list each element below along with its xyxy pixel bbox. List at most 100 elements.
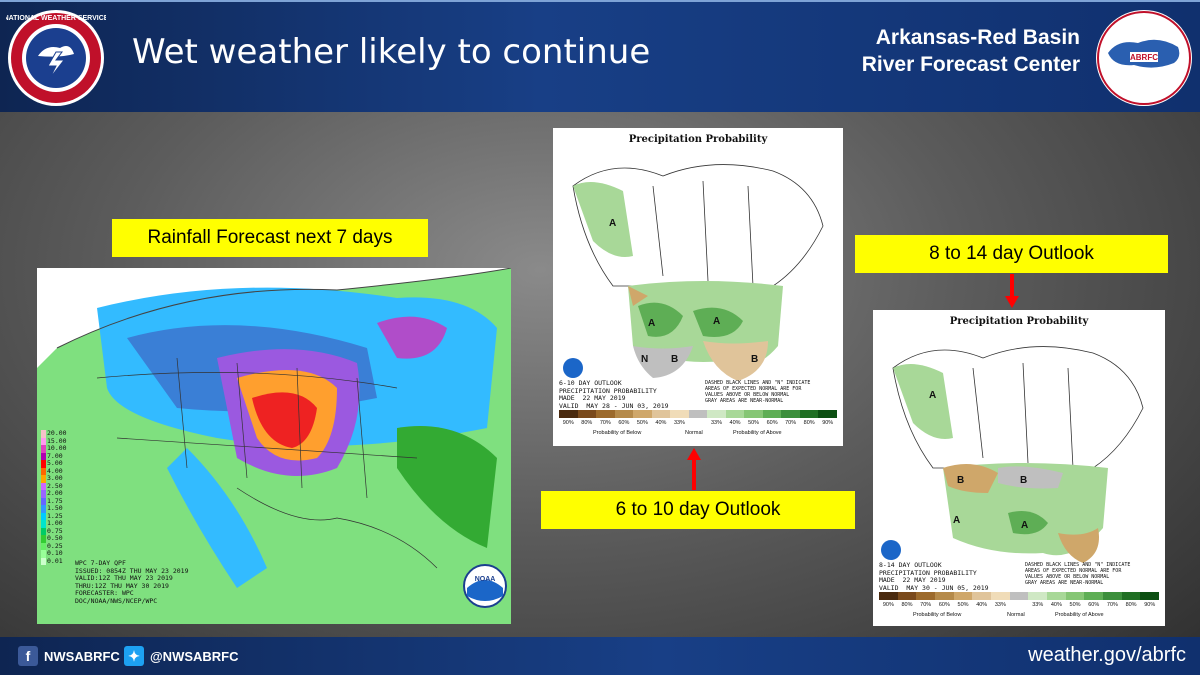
rainfall-key-value: 1.75 [47,496,63,505]
legend-swatch [897,592,917,600]
legend-swatch [991,592,1010,600]
rainfall-key-swatch [41,550,46,558]
noaa-logo: NOAA [463,564,507,608]
rainfall-key-value: 7.00 [47,451,63,460]
rainfall-key-entry: 4.00 [41,467,71,475]
rainfall-key-entry: 20.00 [41,429,71,438]
map-letter-5: A [1021,520,1028,531]
rainfall-key: 20.00 15.00 10.00 7.00 5.00 4.00 3.00 2.50 2.00 1… [41,429,71,565]
legend-tick: 33% [994,602,1006,608]
outlook-8-14-ticks: 90% 80% 70% 60% 50% 40% 33% 33% 40% 50% 60% 70% 80% 9… [879,602,1159,608]
legend-tick: 70% [1106,602,1118,608]
outlook-6-10-legend [559,410,837,418]
rainfall-key-entry: 1.75 [41,496,71,505]
legend-swatch [1047,592,1066,600]
rainfall-key-swatch [41,437,46,445]
legend-tick: 60% [938,602,950,608]
legend-swatch [1121,592,1141,600]
outlook-6-10-title: Precipitation Probability [628,134,768,145]
rainfall-key-swatch [41,490,46,498]
legend-tick: 50% [636,420,648,426]
legend-tick: 40% [1050,602,1062,608]
map-letter-6: B [751,354,758,365]
legend-tick: 70% [785,420,797,426]
legend-tick: 90% [882,602,894,608]
header-banner: NATIONAL WEATHER SERVICE Wet weather lik… [0,0,1200,112]
noaa-logo-small [881,540,901,560]
legend-swatch [688,410,708,418]
legend-tick: 50% [748,420,760,426]
legend-tick: 33% [673,420,685,426]
legend-swatch [879,592,898,600]
legend-tick: 40% [976,602,988,608]
arrow-down-icon [1005,274,1019,308]
rainfall-key-swatch [41,475,46,483]
rainfall-key-value: 2.00 [47,489,63,497]
map-letter-5: A [713,316,720,327]
footer-banner: f NWSABRFC ✦ @NWSABRFC weather.gov/abrfc [0,637,1200,675]
outlook-6-10-map-image: A A N B A B [563,164,824,381]
rainfall-key-value: 0.75 [47,526,63,535]
rainfall-forecast-map: 20.00 15.00 10.00 7.00 5.00 4.00 3.00 2.50 2.00 1… [37,268,511,624]
facebook-handle: NWSABRFC [44,648,120,664]
legend-tick: 33% [711,420,723,426]
map-letter-1: A [609,218,616,229]
legend-swatch [1028,592,1048,600]
rainfall-key-entry: 1.25 [41,512,71,520]
rainfall-key-swatch [41,467,46,475]
rainfall-key-value: 0.10 [47,549,63,557]
outlook-6-10-label: 6 to 10 day Outlook [541,491,855,529]
rainfall-key-entry: 0.01 [41,557,71,565]
rainfall-key-entry: 0.10 [41,549,71,558]
facebook-icon: f [18,646,38,666]
rainfall-key-entry: 0.50 [41,534,71,543]
rainfall-key-swatch [41,497,46,505]
website-link[interactable]: weather.gov/abrfc [1028,644,1186,666]
outlook-8-14-label: 8 to 14 day Outlook [855,235,1168,273]
facebook-link[interactable]: f NWSABRFC [18,646,120,666]
rainfall-key-value: 0.50 [47,534,63,542]
rainfall-key-value: 5.00 [47,459,63,467]
outlook-8-14-below-label: Probability of Below [913,612,962,618]
rainfall-key-swatch [41,452,46,460]
rainfall-key-entry: 7.00 [41,451,71,460]
rainfall-key-swatch [41,512,46,520]
legend-tick: 40% [655,420,667,426]
legend-swatch [799,410,819,418]
legend-swatch [707,410,726,418]
legend-swatch [916,592,936,600]
rainfall-key-entry: 2.00 [41,489,71,498]
map-letter-2: A [648,318,655,329]
legend-swatch [651,410,671,418]
legend-swatch [1084,592,1104,600]
rainfall-key-swatch [41,505,46,513]
outlook-6-10-below-label: Probability of Below [593,430,642,436]
abrfc-logo: ABRFC [1096,10,1192,106]
legend-tick [689,420,708,426]
rainfall-key-value: 2.50 [47,481,63,490]
rainfall-caption: WPC 7-DAY QPF ISSUED: 0854Z THU MAY 23 2… [75,559,189,605]
twitter-link[interactable]: ✦ @NWSABRFC [124,646,239,666]
outlook-6-10-note: DASHED BLACK LINES AND "N" INDICATE AREA… [705,380,811,404]
legend-tick: 80% [803,420,815,426]
legend-swatch [1103,592,1122,600]
rainfall-key-entry: 1.50 [41,504,71,513]
outlook-6-10-caption: 6-10 DAY OUTLOOK PRECIPITATION PROBABILI… [559,379,669,410]
arrow-up-icon [687,448,701,490]
rainfall-key-swatch [41,430,46,438]
rainfall-key-swatch [41,557,46,565]
outlook-6-10-ticks: 90% 80% 70% 60% 50% 40% 33% 33% 40% 50% 60% 70% 80% 9… [559,420,837,426]
legend-swatch [818,410,837,418]
legend-swatch [972,592,992,600]
org-name-line1: Arkansas-Red Basin [875,26,1080,49]
legend-swatch [614,410,634,418]
legend-tick [1010,602,1029,608]
legend-swatch [670,410,689,418]
legend-swatch [633,410,652,418]
nws-logo: NATIONAL WEATHER SERVICE [6,10,106,106]
map-letter-3: B [1020,475,1027,486]
outlook-8-14-above-label: Probability of Above [1055,612,1104,618]
legend-tick: 33% [1032,602,1044,608]
rainfall-key-swatch [41,527,46,535]
rainfall-key-swatch [41,482,46,490]
